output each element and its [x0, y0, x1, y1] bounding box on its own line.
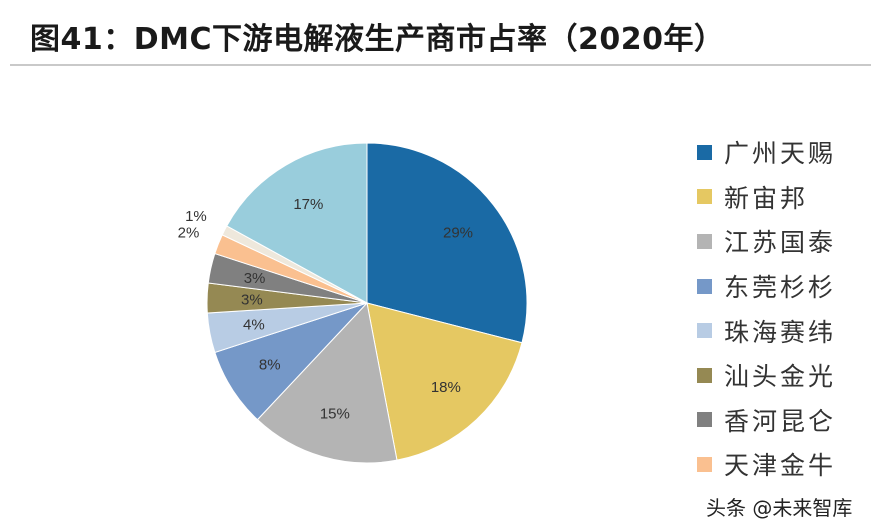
- legend: 广州天赐新宙邦江苏国泰东莞杉杉珠海赛纬汕头金光香河昆仑天津金牛: [697, 130, 836, 487]
- legend-item: 天津金牛: [697, 442, 836, 487]
- data-label: 2%: [178, 224, 200, 241]
- legend-swatch: [697, 278, 712, 294]
- pie-slice: [226, 142, 368, 304]
- legend-item: 汕头金光: [697, 353, 836, 398]
- data-label: 15%: [320, 406, 350, 423]
- title-divider: [10, 64, 871, 66]
- pie-slice: [366, 302, 523, 461]
- legend-item: 珠海赛纬: [697, 308, 836, 353]
- legend-item: 广州天赐: [697, 130, 836, 175]
- legend-label: 天津金牛: [724, 451, 837, 481]
- data-label: 1%: [185, 208, 207, 225]
- legend-item: 香河昆仑: [697, 398, 836, 443]
- watermark: 头条 @未来智库: [706, 496, 853, 520]
- legend-label: 广州天赐: [724, 139, 837, 169]
- data-label: 8%: [259, 357, 281, 374]
- legend-label: 珠海赛纬: [724, 317, 837, 347]
- data-label: 29%: [443, 224, 473, 241]
- legend-item: 新宙邦: [697, 175, 836, 220]
- pie-slice: [366, 142, 528, 344]
- data-label: 3%: [241, 291, 263, 308]
- legend-swatch: [697, 189, 712, 205]
- legend-item: 江苏国泰: [697, 219, 836, 264]
- figure-title: 图41：DMC下游电解液生产商市占率（2020年）: [30, 22, 725, 57]
- legend-swatch: [697, 456, 712, 472]
- data-label: 17%: [293, 196, 323, 213]
- data-label: 3%: [244, 270, 266, 287]
- legend-item: 东莞杉杉: [697, 264, 836, 309]
- legend-swatch: [697, 367, 712, 383]
- legend-swatch: [697, 412, 712, 428]
- data-label: 18%: [431, 379, 461, 396]
- pie-slice: [256, 301, 398, 464]
- legend-label: 香河昆仑: [724, 406, 837, 436]
- legend-label: 汕头金光: [724, 362, 837, 392]
- legend-label: 江苏国泰: [724, 228, 837, 258]
- legend-swatch: [697, 323, 712, 339]
- data-label: 4%: [243, 317, 265, 334]
- legend-swatch: [697, 233, 712, 249]
- legend-label: 东莞杉杉: [724, 273, 837, 303]
- legend-swatch: [697, 144, 712, 160]
- legend-label: 新宙邦: [724, 183, 809, 213]
